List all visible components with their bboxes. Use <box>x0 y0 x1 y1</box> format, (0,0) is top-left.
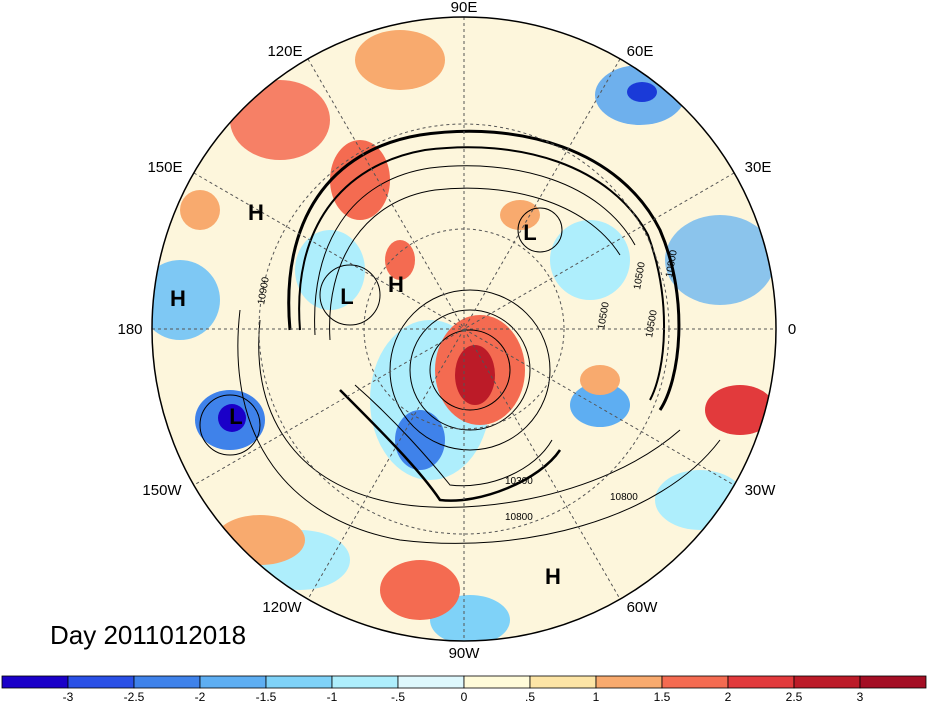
lon-label-90w: 90W <box>449 645 481 662</box>
lon-label-0: 0 <box>788 321 796 338</box>
pressure-center-l: L <box>229 404 242 429</box>
pressure-center-h: H <box>388 272 404 297</box>
colorbar-swatch <box>265 675 333 689</box>
pressure-centers: H H L H L L H <box>170 200 561 589</box>
colorbar-swatch <box>595 675 663 689</box>
contour-label: 10800 <box>505 512 533 523</box>
colorbar-swatch <box>133 675 201 689</box>
colorbar-swatch <box>529 675 597 689</box>
colorbar-tick-label: 1.5 <box>654 690 671 702</box>
colorbar-tick-label: -3 <box>63 690 74 702</box>
colorbar-tick-label: -2 <box>195 690 206 702</box>
graticule <box>152 17 776 641</box>
lon-label-30w: 30W <box>745 482 777 499</box>
map-boundary <box>151 16 777 642</box>
colorbar-swatch <box>793 675 861 689</box>
colorbar-swatch <box>331 675 399 689</box>
day-label: Day 2011012018 <box>50 620 247 650</box>
pressure-center-l: L <box>523 220 536 245</box>
contour-label: 10500 <box>596 301 612 331</box>
contour-label: 10800 <box>664 249 680 279</box>
contour-label: 10300 <box>505 476 533 487</box>
lon-label-60e: 60E <box>627 43 654 60</box>
contour-label: 10900 <box>256 276 272 306</box>
colorbar-swatch <box>859 675 927 689</box>
lon-label-180: 180 <box>117 321 142 338</box>
colorbar-tick-label: -2.5 <box>124 690 145 702</box>
colorbar-tick-label: 0 <box>461 690 468 702</box>
contour-labels: 10900 10800 10500 10500 10500 10800 1080… <box>256 249 680 523</box>
lon-label-150e: 150E <box>147 159 182 176</box>
longitude-labels: 90E 60E 30E 0 30W 60W 90W 120W 150W 180 … <box>117 0 796 662</box>
lon-label-150w: 150W <box>142 482 182 499</box>
colorbar-swatch <box>727 675 795 689</box>
contour-label: 10800 <box>610 492 638 503</box>
colorbar-tick-label: 2 <box>725 690 732 702</box>
colorbar-tick-label: 2.5 <box>786 690 803 702</box>
contour-label: 10500 <box>632 261 648 291</box>
lon-label-120w: 120W <box>262 599 302 616</box>
pressure-center-h: H <box>248 200 264 225</box>
colorbar-tick-label: .5 <box>525 690 535 702</box>
colorbar: -3 -2.5 -2 -1.5 -1 -.5 0 .5 1 1.5 2 2.5 3 <box>1 675 927 702</box>
pressure-center-h: H <box>170 286 186 311</box>
pressure-center-h: H <box>545 564 561 589</box>
colorbar-tick-label: -.5 <box>391 690 405 702</box>
colorbar-swatch <box>199 675 267 689</box>
pressure-center-l: L <box>340 284 353 309</box>
lon-label-90e: 90E <box>451 0 478 16</box>
lon-label-60w: 60W <box>627 599 659 616</box>
colorbar-swatch <box>67 675 135 689</box>
colorbar-tick-label: -1 <box>327 690 338 702</box>
colorbar-swatch <box>661 675 729 689</box>
colorbar-tick-label: -1.5 <box>256 690 277 702</box>
lon-label-30e: 30E <box>745 159 772 176</box>
colorbar-swatch <box>397 675 465 689</box>
contour-label: 10500 <box>644 309 660 339</box>
colorbar-tick-label: 3 <box>857 690 864 702</box>
colorbar-swatch <box>1 675 69 689</box>
height-contours <box>199 129 721 544</box>
lon-label-120e: 120E <box>267 43 302 60</box>
colorbar-swatch <box>463 675 531 689</box>
colorbar-tick-label: 1 <box>593 690 600 702</box>
